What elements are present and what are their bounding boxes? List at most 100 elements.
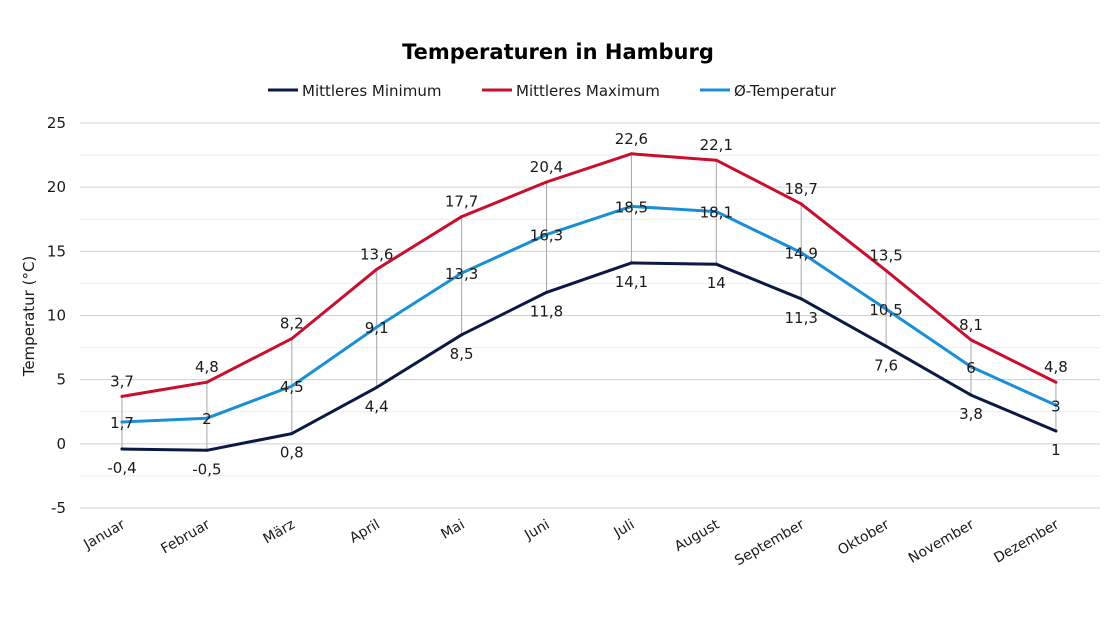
data-point: [545, 233, 548, 237]
legend-label-1: Mittleres Minimum: [302, 82, 441, 100]
data-point: [545, 180, 548, 184]
data-point: [629, 204, 633, 208]
data-point: [969, 365, 973, 369]
data-label: 3,7: [110, 372, 134, 390]
data-label: 8,1: [959, 316, 983, 334]
data-point: [884, 307, 888, 311]
data-point: [1054, 403, 1058, 407]
data-point: [290, 384, 294, 388]
data-label: -0,4: [107, 459, 136, 477]
legend: Mittleres Minimum Mittleres Maximum Ø-Temp…: [268, 82, 837, 100]
y-tick-label: 10: [47, 307, 66, 325]
data-point: [799, 251, 803, 255]
data-point: [799, 297, 803, 301]
data-label: 1,7: [110, 414, 134, 432]
data-label: 6: [966, 359, 976, 377]
x-category-label: September: [732, 516, 807, 569]
series-lines: [120, 152, 1058, 452]
data-label: 4,5: [280, 378, 304, 396]
data-label: 18,1: [700, 204, 733, 222]
data-label: 18,7: [784, 180, 817, 198]
data-label: 13,5: [869, 247, 902, 265]
data-point: [290, 432, 294, 436]
data-point: [120, 394, 124, 398]
data-label: 4,8: [195, 358, 219, 376]
data-point: [884, 269, 888, 273]
data-point: [205, 380, 209, 384]
data-label: 4,4: [365, 397, 389, 415]
x-category-label: August: [672, 516, 723, 555]
data-point: [969, 393, 973, 397]
data-point: [205, 448, 209, 452]
data-point: [629, 261, 633, 265]
data-point: [120, 447, 124, 451]
data-point: [714, 262, 718, 266]
y-tick-label: 15: [47, 242, 66, 260]
data-point: [969, 338, 973, 342]
data-point: [714, 210, 718, 214]
x-category-label: Dezember: [991, 516, 1062, 566]
x-category-label: Februar: [158, 516, 213, 557]
data-label: 3,8: [959, 405, 983, 423]
data-label: 2: [202, 410, 212, 428]
data-label: -0,5: [192, 460, 221, 478]
data-point: [460, 333, 464, 337]
data-point: [1054, 380, 1058, 384]
x-category-label: Oktober: [835, 516, 892, 558]
x-category-label: November: [906, 516, 977, 566]
data-label: 7,6: [874, 356, 898, 374]
data-label: 20,4: [530, 158, 563, 176]
data-label: 22,1: [700, 136, 733, 154]
data-point: [714, 158, 718, 162]
y-tick-label: 20: [47, 178, 66, 196]
data-label: 13,3: [445, 265, 478, 283]
data-label: 16,3: [530, 227, 563, 245]
x-category-label: Mai: [438, 517, 467, 543]
data-label: 14,1: [615, 273, 648, 291]
data-labels: -0,4 -0,5 0,8 4,4 8,5 11,8 14,1 14 11,3 7,6 3,8 13,…: [107, 130, 1067, 478]
data-label: 13,6: [360, 245, 393, 263]
x-category-label: April: [347, 517, 383, 547]
data-label: 10,5: [869, 301, 902, 319]
data-point: [1054, 429, 1058, 433]
data-point: [545, 290, 548, 294]
data-point: [460, 215, 464, 219]
data-label: 17,7: [445, 193, 478, 211]
data-label: 9,1: [365, 319, 389, 337]
data-point: [375, 267, 379, 271]
data-label: 4,8: [1044, 358, 1068, 376]
data-label: 11,8: [530, 302, 563, 320]
data-point: [884, 344, 888, 348]
data-point: [460, 271, 464, 275]
data-point: [799, 202, 803, 206]
data-label: 0,8: [280, 444, 304, 462]
y-tick-label: 5: [56, 371, 66, 389]
data-point: [375, 325, 379, 329]
y-axis-ticks: -5 0 5 10 15 20 25: [47, 114, 66, 517]
y-tick-label: 25: [47, 114, 66, 132]
y-tick-label: -5: [51, 499, 66, 517]
data-label: 11,3: [784, 309, 817, 327]
chart-title: Temperaturen in Hamburg: [402, 40, 714, 64]
x-category-label: März: [261, 517, 298, 548]
y-tick-label: 0: [56, 435, 66, 453]
data-label: 22,6: [615, 130, 648, 148]
data-label: 18,5: [615, 198, 648, 216]
data-point: [375, 385, 379, 389]
data-point: [290, 337, 294, 341]
x-category-label: Januar: [80, 516, 128, 553]
data-point: [120, 420, 124, 424]
data-label: 8,5: [450, 345, 474, 363]
x-category-label: Juli: [611, 517, 638, 542]
series-line-1: [120, 261, 1058, 452]
data-label: 8,2: [280, 315, 304, 333]
legend-label-3: Ø-Temperatur: [734, 82, 837, 100]
y-axis-label: Temperatur (°C): [20, 256, 38, 378]
data-label: 3: [1051, 397, 1061, 415]
x-axis-categories: Januar Februar März April Mai Juni Juli August S…: [80, 516, 1062, 569]
data-point: [629, 152, 633, 156]
drop-lines: [121, 153, 1057, 451]
data-label: 14: [707, 274, 726, 292]
